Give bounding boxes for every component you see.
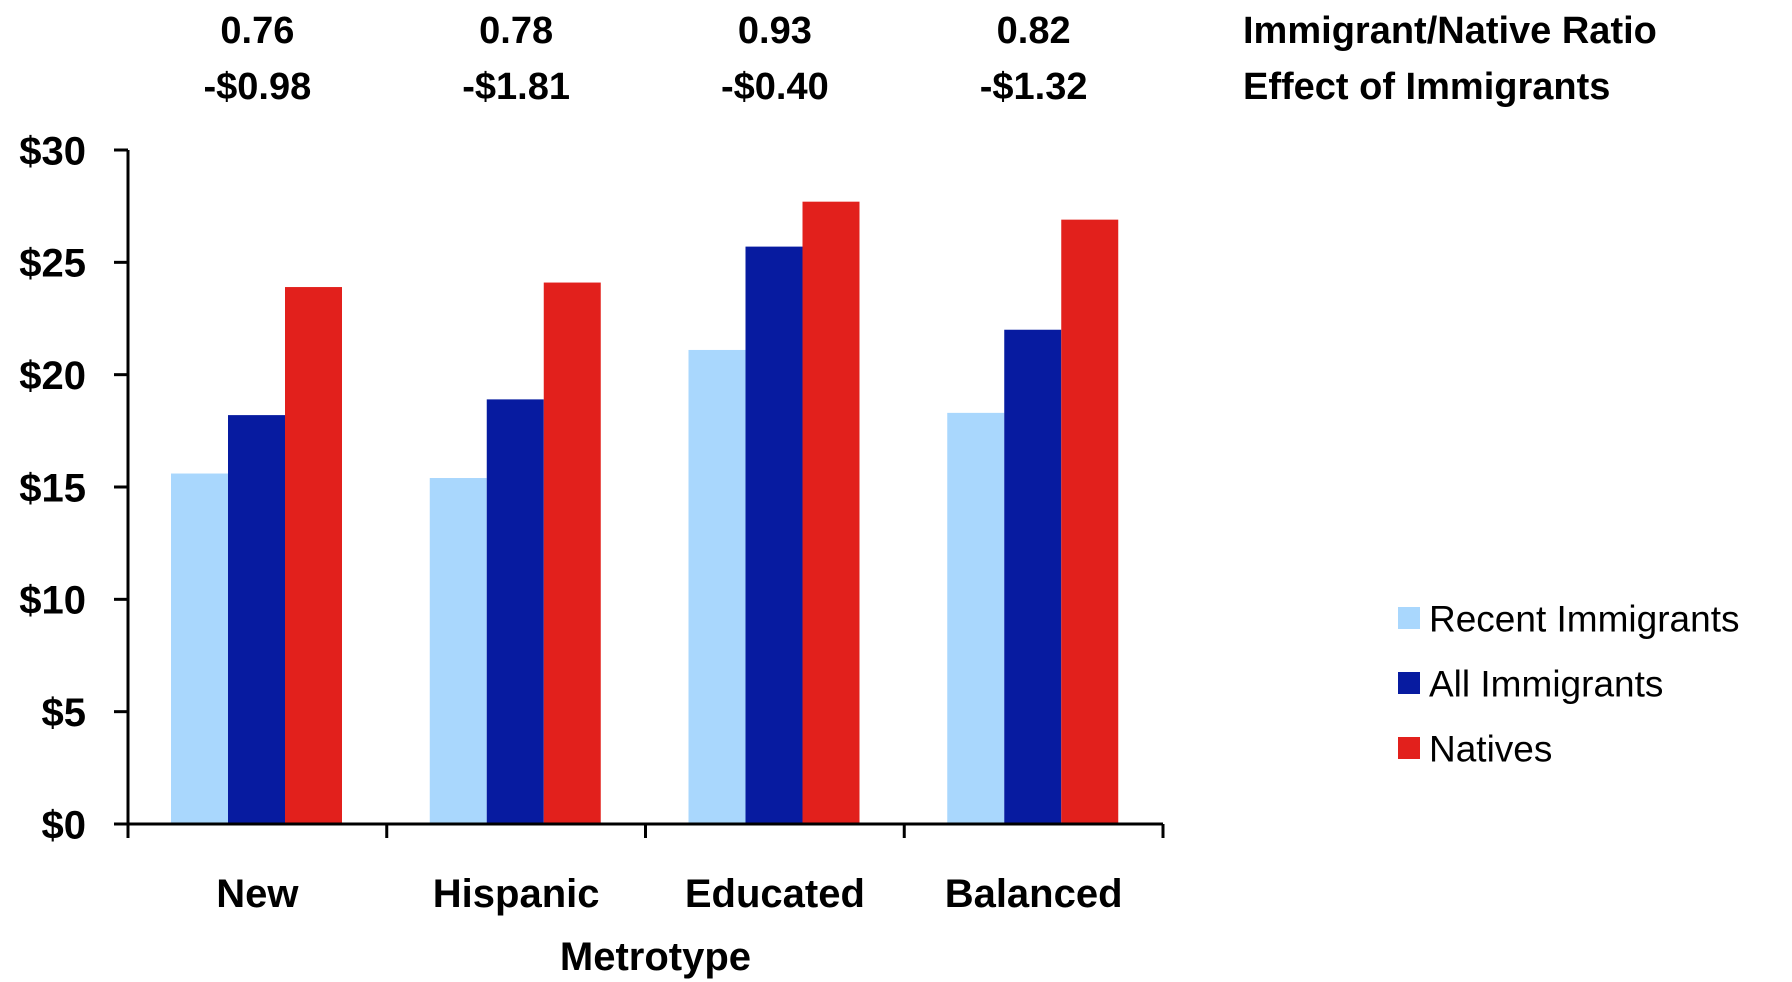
bar-all-immigrants-new <box>228 415 285 824</box>
bar-all-immigrants-hispanic <box>486 399 544 824</box>
x-tick-label-new: New <box>216 872 299 916</box>
x-tick-label-balanced: Balanced <box>945 872 1123 916</box>
x-tick-label-educated: Educated <box>685 872 865 916</box>
x-tick-label-hispanic: Hispanic <box>433 872 600 916</box>
bar-natives-hispanic <box>543 282 601 824</box>
bar-natives-new <box>285 287 342 825</box>
ratio-value-hispanic: 0.78 <box>479 10 553 52</box>
y-tick-label: $15 <box>19 466 86 510</box>
legend-swatch-recent-immigrants <box>1398 607 1420 629</box>
bar-recent-immigrants-new <box>171 473 228 824</box>
y-tick-label: $30 <box>19 129 86 173</box>
effect-value-balanced: -$1.32 <box>980 66 1088 108</box>
bar-recent-immigrants-educated <box>688 349 746 824</box>
legend-label-all-immigrants: All Immigrants <box>1429 663 1663 704</box>
ratio-row-label: Immigrant/Native Ratio <box>1243 10 1657 52</box>
effect-value-new: -$0.98 <box>204 66 312 108</box>
ratio-value-balanced: 0.82 <box>997 10 1071 52</box>
legend-label-natives: Natives <box>1429 728 1552 769</box>
ratio-value-new: 0.76 <box>220 10 294 52</box>
ratio-value-educated: 0.93 <box>738 10 812 52</box>
y-tick-label: $20 <box>19 354 86 398</box>
y-tick-label: $25 <box>19 242 86 286</box>
legend-swatch-natives <box>1398 737 1420 759</box>
bar-all-immigrants-balanced <box>1004 329 1062 824</box>
y-tick-label: $5 <box>42 691 87 735</box>
effect-value-educated: -$0.40 <box>721 66 829 108</box>
bar-natives-educated <box>802 201 860 824</box>
legend-swatch-all-immigrants <box>1398 672 1420 694</box>
y-tick-label: $10 <box>19 579 86 623</box>
bar-recent-immigrants-balanced <box>947 412 1005 824</box>
bar-natives-balanced <box>1061 219 1119 824</box>
y-tick-label: $0 <box>42 803 87 847</box>
x-axis-title: Metrotype <box>560 935 751 979</box>
legend-label-recent-immigrants: Recent Immigrants <box>1429 598 1740 639</box>
bar-all-immigrants-educated <box>745 246 803 824</box>
effect-row-label: Effect of Immigrants <box>1243 66 1610 108</box>
bar-recent-immigrants-hispanic <box>429 478 487 824</box>
effect-value-hispanic: -$1.81 <box>462 66 570 108</box>
